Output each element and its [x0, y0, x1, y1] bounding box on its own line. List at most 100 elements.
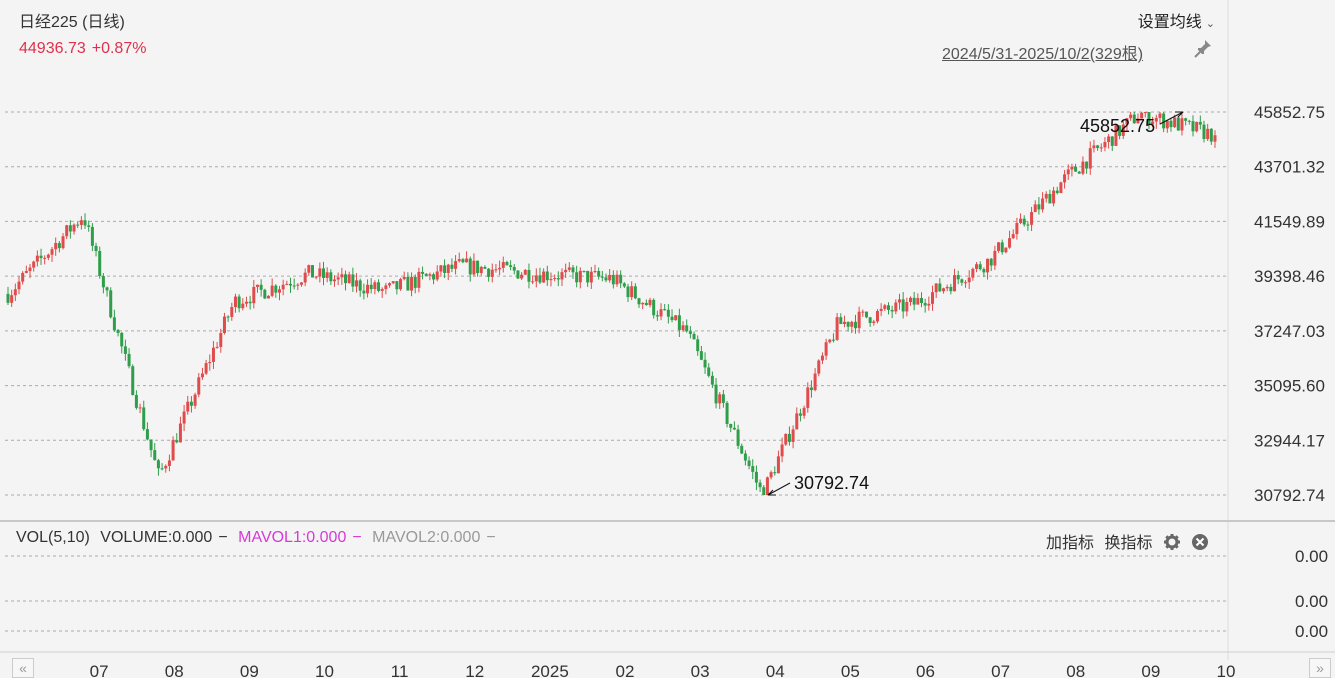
candle-body	[663, 309, 667, 311]
candle-body	[454, 261, 458, 269]
candle-body	[740, 445, 744, 454]
candle-body	[131, 366, 135, 395]
candle-body	[50, 249, 54, 255]
candle-body	[1081, 161, 1085, 174]
candle-body	[457, 259, 461, 262]
close-circle-icon[interactable]	[1191, 533, 1209, 551]
candle-body	[560, 272, 564, 280]
candle-body	[1195, 121, 1199, 132]
add-indicator-button[interactable]: 加指标	[1046, 535, 1095, 552]
candle-body	[277, 289, 281, 293]
candle-body	[476, 260, 480, 274]
candle-body	[266, 295, 270, 299]
price-grid	[5, 111, 1228, 496]
indicator-tools: 加指标 换指标	[1046, 529, 1209, 553]
candle-body	[281, 284, 285, 290]
candle-body	[842, 321, 846, 325]
candle-body	[39, 255, 43, 259]
candle-body	[333, 279, 337, 282]
mavol1-value: MAVOL1:0.000	[238, 529, 347, 546]
candle-body	[1037, 204, 1041, 210]
double-chevron-left-icon[interactable]: «	[12, 658, 34, 678]
candle-body	[248, 301, 252, 304]
candle-body	[1052, 190, 1056, 204]
candle-body	[975, 264, 979, 269]
gear-icon[interactable]	[1163, 533, 1181, 551]
candle-body	[1070, 166, 1074, 170]
candle-body	[1191, 121, 1195, 132]
candle-body	[120, 332, 124, 347]
change-indicator-button[interactable]: 换指标	[1104, 535, 1153, 552]
candle-body	[435, 271, 439, 280]
candle-body	[908, 297, 912, 303]
candle-body	[670, 316, 674, 321]
candle-body	[1169, 120, 1173, 128]
candle-body	[65, 225, 69, 237]
candle-body	[87, 225, 91, 227]
candle-body	[336, 277, 340, 280]
candle-body	[1187, 120, 1191, 122]
time-axis: 060708091011122025020304050607080910	[0, 651, 1335, 678]
candle-body	[322, 268, 326, 278]
candle-body	[809, 387, 813, 391]
candle-body	[1026, 224, 1030, 226]
candle-body	[28, 267, 32, 272]
candle-body	[54, 243, 58, 250]
candle-body	[156, 460, 160, 469]
x-tick-label: 04	[766, 662, 785, 678]
candle-body	[806, 387, 810, 408]
candle-body	[688, 331, 692, 334]
candle-body	[916, 298, 920, 305]
candle-body	[813, 373, 817, 391]
candle-body	[582, 270, 586, 272]
candle-body	[1121, 124, 1125, 136]
last-price: 44936.73	[19, 40, 86, 57]
candle-body	[270, 285, 274, 296]
candle-body	[615, 274, 619, 285]
candle-body	[10, 295, 14, 303]
candle-body	[1099, 147, 1103, 149]
candle-body	[344, 274, 348, 284]
candle-body	[142, 407, 146, 430]
vol-label: VOL(5,10)	[16, 529, 90, 546]
candle-body	[366, 284, 370, 294]
candle-body	[43, 257, 47, 259]
candle-body	[747, 460, 751, 467]
candle-body	[655, 315, 659, 317]
candle-body	[1004, 247, 1008, 253]
x-tick-label: 2025	[531, 662, 569, 678]
x-tick-label: 10	[1217, 662, 1236, 678]
candle-body	[83, 220, 87, 226]
candle-body	[307, 265, 311, 273]
candle-body	[553, 278, 557, 280]
chart-title: 日经225 (日线)	[19, 14, 125, 31]
candle-body	[571, 267, 575, 273]
candle-body	[450, 264, 454, 269]
candle-body	[853, 321, 857, 329]
candle-body	[98, 251, 102, 277]
candle-body	[531, 281, 535, 283]
candle-body	[648, 299, 652, 306]
double-chevron-right-icon[interactable]: »	[1309, 658, 1331, 678]
candle-body	[1022, 218, 1026, 225]
candle-body	[542, 271, 546, 283]
candle-body	[593, 271, 597, 273]
candle-body	[483, 266, 487, 269]
candle-body	[545, 271, 549, 281]
ma-setting-button[interactable]: 设置均线 ⌄	[1138, 8, 1215, 32]
pin-icon[interactable]	[1192, 38, 1214, 58]
candles-group	[6, 112, 1217, 495]
date-range-link[interactable]: 2024/5/31-2025/10/2(329根)	[942, 46, 1144, 63]
y-tick-label: 37247.03	[1254, 322, 1325, 341]
candle-body	[325, 272, 329, 278]
candle-body	[912, 297, 916, 305]
candle-body	[314, 276, 318, 278]
candle-body	[1209, 128, 1213, 142]
candle-body	[787, 433, 791, 442]
candle-body	[597, 271, 601, 277]
candle-body	[736, 429, 740, 446]
candle-body	[1165, 120, 1169, 129]
candle-body	[1173, 117, 1177, 128]
x-tick-label: 09	[1141, 662, 1160, 678]
